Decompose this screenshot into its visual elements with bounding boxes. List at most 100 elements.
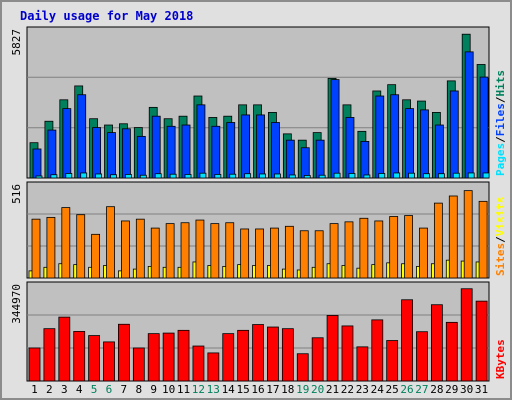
bar-pages-day-21 (333, 172, 341, 179)
x-label-day-1: 1 (31, 383, 38, 396)
bar-sites-day-13 (210, 223, 220, 279)
x-label-day-30: 30 (460, 383, 473, 396)
bar-kbytes-day-31 (475, 300, 488, 382)
bar-kbytes-day-17 (267, 326, 279, 382)
bar-kbytes-day-11 (177, 329, 190, 382)
bar-sites-day-4 (76, 214, 86, 279)
bar-files-day-24 (375, 95, 385, 179)
bar-kbytes-day-22 (341, 325, 354, 382)
bar-sites-day-6 (106, 206, 115, 279)
bar-files-day-12 (196, 104, 206, 179)
bar-sites-day-22 (344, 221, 354, 279)
bar-pages-day-15 (244, 173, 252, 179)
bar-sites-day-26 (404, 215, 413, 279)
bar-kbytes-day-30 (460, 288, 473, 382)
bar-kbytes-day-18 (281, 328, 294, 382)
bar-pages-day-23 (363, 174, 371, 179)
bar-sites-day-29 (448, 195, 458, 279)
bar-sites-day-5 (91, 233, 101, 279)
bar-pages-day-28 (437, 173, 445, 179)
bar-pages-day-10 (169, 173, 177, 179)
bar-files-day-28 (434, 124, 444, 179)
bar-sites-day-18 (284, 225, 294, 279)
legend-item: KBytes (494, 339, 507, 379)
bar-sites-day-1 (31, 218, 41, 279)
chart-title: Daily usage for May 2018 (20, 9, 194, 23)
legend-item: / (494, 96, 507, 103)
bar-pages-day-31 (482, 172, 490, 179)
bar-pages-day-26 (408, 172, 415, 179)
bar-pages-day-27 (423, 173, 430, 179)
bar-kbytes-day-4 (73, 331, 86, 382)
x-label-day-23: 23 (356, 383, 369, 396)
bar-kbytes-day-2 (43, 328, 56, 382)
bar-pages-day-19 (303, 175, 311, 179)
bar-files-day-5 (92, 127, 102, 179)
bar-kbytes-day-5 (88, 335, 101, 382)
bar-files-day-8 (136, 135, 146, 179)
x-label-day-22: 22 (341, 383, 354, 396)
bar-pages-day-30 (467, 172, 475, 179)
x-label-day-16: 16 (251, 383, 264, 396)
bar-sites-day-30 (463, 190, 473, 279)
legend-kbytes: KBytes (494, 339, 507, 379)
legend-item: Visits (494, 197, 507, 237)
bar-files-day-17 (271, 122, 280, 179)
x-label-day-15: 15 (236, 383, 249, 396)
bar-kbytes-day-25 (386, 340, 399, 382)
bar-kbytes-day-13 (207, 352, 220, 382)
x-label-day-27: 27 (415, 383, 428, 396)
bar-pages-day-5 (95, 173, 103, 179)
ymax-label-kbytes: 344970 (10, 284, 23, 324)
bar-files-day-25 (390, 94, 400, 179)
legend-item: Sites (494, 243, 507, 276)
ymax-label-hits-files-pages: 5827 (10, 29, 23, 56)
legend-item: / (494, 136, 507, 143)
ymax-label-sites-visits: 516 (10, 184, 23, 204)
legend-sites-visits: Sites/Visits (494, 197, 507, 277)
bar-pages-day-25 (393, 172, 401, 179)
x-label-day-26: 26 (400, 383, 413, 396)
bar-files-day-20 (315, 139, 325, 179)
x-label-day-9: 9 (150, 383, 157, 396)
bar-files-day-21 (330, 79, 340, 179)
bar-pages-day-29 (452, 172, 460, 179)
legend-item: Pages (494, 143, 507, 176)
bar-sites-day-23 (359, 217, 369, 279)
bar-sites-day-9 (150, 227, 160, 279)
bar-files-day-14 (226, 122, 236, 179)
bar-sites-day-20 (314, 230, 324, 279)
bar-pages-day-20 (318, 174, 326, 179)
bar-sites-day-14 (225, 222, 235, 279)
bar-pages-day-13 (214, 174, 222, 179)
bar-sites-day-31 (478, 200, 488, 279)
x-label-day-31: 31 (475, 383, 488, 396)
bar-files-day-18 (285, 139, 295, 179)
bar-sites-day-3 (61, 207, 71, 279)
bar-files-day-29 (449, 90, 459, 179)
bar-sites-day-2 (46, 216, 56, 279)
x-label-day-12: 12 (192, 383, 205, 396)
x-label-day-21: 21 (326, 383, 339, 396)
x-label-day-5: 5 (91, 383, 98, 396)
bar-kbytes-day-23 (356, 346, 369, 382)
bar-kbytes-day-12 (192, 345, 205, 382)
x-label-day-11: 11 (177, 383, 190, 396)
bar-pages-day-4 (80, 172, 88, 179)
bar-kbytes-day-8 (132, 347, 145, 382)
bar-files-day-30 (464, 51, 474, 179)
bar-files-day-26 (405, 108, 414, 179)
legend-item: Files (494, 103, 507, 136)
bar-kbytes-day-19 (296, 353, 309, 382)
bar-files-day-23 (360, 141, 370, 179)
legend-item: Hits (494, 70, 507, 97)
bar-sites-day-19 (299, 230, 309, 279)
bar-sites-day-24 (374, 220, 384, 279)
bar-kbytes-day-16 (252, 324, 264, 382)
x-label-day-19: 19 (296, 383, 309, 396)
bar-files-day-19 (300, 147, 310, 179)
bar-kbytes-day-6 (103, 341, 115, 382)
x-label-day-28: 28 (430, 383, 443, 396)
